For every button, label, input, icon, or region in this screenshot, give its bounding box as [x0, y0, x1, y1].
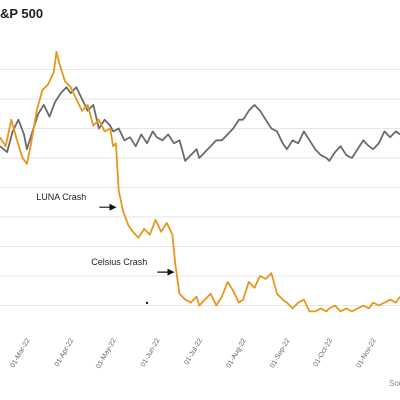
x-tick-label: 01-Jul-22 — [183, 337, 204, 366]
x-tick-label: 01-Nov-22 — [355, 337, 377, 369]
source-note: Sou — [389, 379, 400, 388]
x-tick-label: 01-Sep-22 — [269, 337, 291, 369]
annotations: LUNA Crash Celsius Crash — [36, 192, 175, 276]
x-tick-label: 01-May-22 — [95, 337, 118, 370]
x-tick-label: 01-Aug-22 — [225, 337, 247, 369]
chart-title: &P 500 — [0, 6, 44, 21]
x-tick-label: 01-Oct-22 — [312, 337, 334, 368]
series-lines — [0, 50, 400, 313]
annotation-label: Celsius Crash — [91, 257, 147, 267]
x-tick-label: 01-Jun-22 — [140, 337, 162, 368]
annotation-label: LUNA Crash — [36, 192, 86, 202]
series-line-1 — [0, 86, 400, 162]
x-tick-label: 01-Apr-22 — [54, 337, 76, 368]
grid-lines — [0, 69, 400, 306]
x-axis-ticks: 01-Mar-22 01-Apr-22 01-May-22 01-Jun-22 01-J… — [9, 337, 377, 370]
x-tick-label: 01-Mar-22 — [9, 337, 31, 369]
series-line-2 — [0, 50, 400, 313]
stray-point-marker — [145, 301, 149, 305]
